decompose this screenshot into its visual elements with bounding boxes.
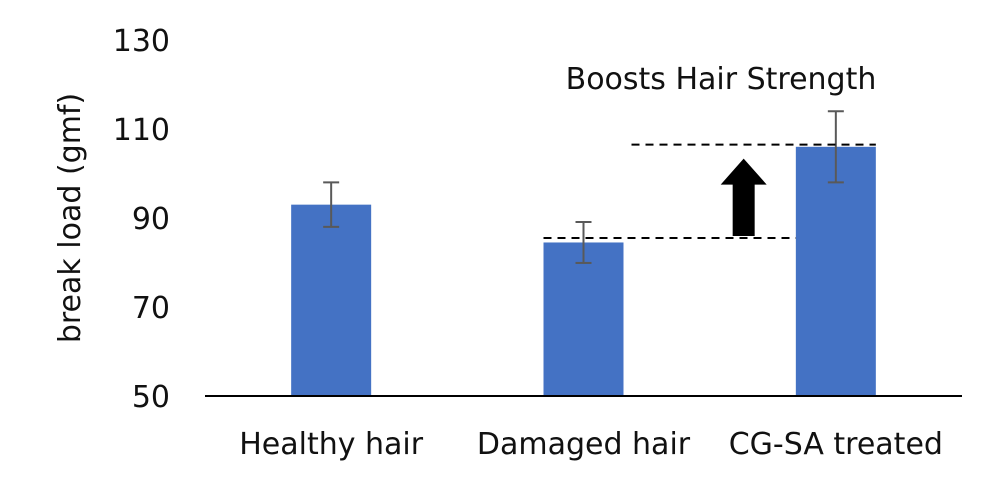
annotation: Boosts Hair Strength bbox=[543, 62, 877, 240]
error-bar bbox=[323, 181, 340, 228]
annotation-text: Boosts Hair Strength bbox=[566, 62, 877, 97]
arrow-up-icon bbox=[720, 158, 767, 237]
bar bbox=[543, 242, 624, 396]
y-axis-title: break load (gmf) bbox=[53, 93, 88, 343]
y-axis-ticks: 50 70 90 110 130 bbox=[113, 24, 170, 415]
y-tick-label: 110 bbox=[113, 113, 170, 148]
x-axis-labels: Healthy hair Damaged hair CG-SA treated bbox=[239, 427, 943, 462]
error-bars bbox=[323, 110, 844, 264]
error-bar bbox=[575, 221, 592, 264]
bar bbox=[291, 204, 372, 396]
y-tick-label: 130 bbox=[113, 24, 170, 59]
bars bbox=[291, 146, 876, 396]
y-tick-label: 50 bbox=[132, 380, 170, 415]
x-tick-label: Healthy hair bbox=[239, 427, 424, 462]
x-tick-label: Damaged hair bbox=[477, 427, 691, 462]
x-tick-label: CG-SA treated bbox=[729, 427, 943, 462]
y-tick-label: 70 bbox=[132, 291, 170, 326]
error-bar bbox=[827, 110, 844, 184]
bar bbox=[795, 146, 876, 396]
y-tick-label: 90 bbox=[132, 202, 170, 237]
